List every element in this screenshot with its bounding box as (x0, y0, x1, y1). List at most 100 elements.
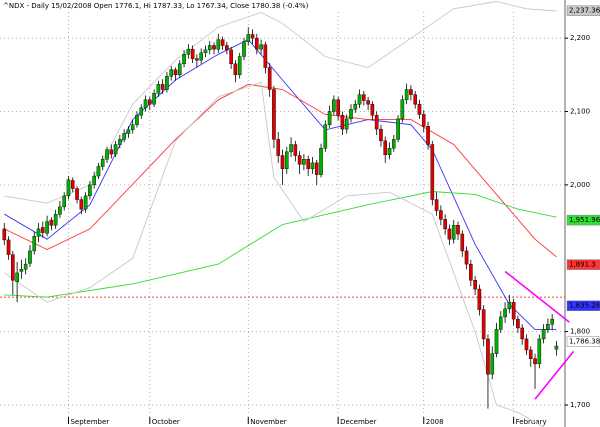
candle-body (190, 48, 195, 59)
candle-body (546, 324, 550, 330)
candle-body (92, 175, 96, 186)
candle-body (2, 228, 7, 241)
candle-body (327, 111, 332, 125)
candle-body (70, 180, 75, 189)
candle-body (212, 45, 216, 50)
candle-body (109, 149, 114, 155)
candle-body (36, 228, 41, 237)
candle-body (233, 63, 238, 76)
candle-body (503, 308, 507, 318)
y-tick-label: 2,200 (570, 34, 590, 42)
y-tick-label: 1,800 (570, 328, 590, 336)
candle-body (417, 103, 422, 115)
candle-body (524, 338, 529, 351)
candle-body (370, 103, 375, 116)
candle-body (520, 327, 524, 340)
candle-body (28, 250, 32, 264)
candle-body (366, 100, 370, 105)
candle-body (225, 45, 229, 51)
candle-body (477, 288, 482, 310)
candle-body (272, 89, 276, 140)
indicator-line (4, 39, 557, 330)
candle-body (387, 148, 392, 156)
candle-body (404, 89, 409, 100)
candle-body (430, 144, 435, 200)
candle-body (413, 94, 417, 105)
candle-body (336, 99, 340, 116)
candle-body (216, 39, 221, 50)
candle-body (383, 140, 388, 156)
candle-body (541, 329, 546, 340)
candle-body (58, 206, 62, 215)
candle-body (130, 124, 135, 131)
candle-body (353, 103, 358, 110)
candle-body (349, 109, 353, 120)
candle-body (182, 54, 186, 65)
candle-body (246, 34, 251, 43)
candle-body (319, 148, 323, 175)
candle-body (79, 199, 84, 210)
candle-body (409, 89, 413, 95)
candle-body (250, 34, 255, 39)
y-tick-label: 1,700 (570, 401, 590, 409)
candle-body (62, 195, 67, 208)
x-tick-label: November (250, 418, 287, 426)
candle-body (195, 58, 199, 61)
candle-body (66, 179, 71, 197)
value-box (566, 214, 600, 226)
candle-body (23, 263, 28, 270)
value-box-label: 2,237.36 (569, 7, 600, 15)
candle-body (451, 225, 456, 240)
candle-body (83, 195, 88, 210)
candle-body (96, 166, 101, 177)
candle-body (126, 129, 131, 134)
candle-body (554, 345, 559, 350)
candle-body (460, 233, 465, 252)
candle-body (237, 56, 242, 76)
candle-body (6, 239, 11, 255)
indicator-line (4, 81, 545, 427)
candle-body (11, 254, 15, 281)
candle-body (105, 149, 109, 160)
candle-body (374, 114, 379, 130)
candle-body (169, 69, 174, 77)
candle-body (340, 114, 345, 130)
candle-body (344, 118, 349, 130)
candle-body (323, 124, 328, 149)
candle-body (156, 84, 161, 94)
candle-body (152, 92, 156, 105)
value-box-label: 1,835.28 (569, 302, 600, 310)
candle-body (177, 63, 182, 76)
candle-body (490, 353, 495, 375)
candle-body (148, 99, 152, 105)
candle-body (220, 39, 225, 46)
candle-body (284, 151, 289, 169)
candle-body (481, 309, 486, 340)
candle-body (494, 329, 499, 354)
candle-body (75, 188, 79, 200)
candle-body (259, 44, 263, 50)
y-tick-label: 2,000 (570, 181, 590, 189)
candle-body (135, 114, 139, 125)
candle-body (528, 349, 533, 359)
candle-body (263, 44, 268, 68)
candle-body (516, 318, 520, 329)
candle-body (297, 155, 302, 165)
candle-body (306, 159, 310, 169)
candle-body (165, 76, 169, 90)
candle-body (310, 162, 315, 169)
candle-body (113, 144, 118, 155)
candle-body (88, 184, 92, 197)
candle-body (314, 162, 319, 175)
candle-body (550, 318, 554, 325)
x-tick-label: September (70, 418, 109, 426)
y-tick-label: 2,100 (570, 108, 590, 116)
candle-body (362, 94, 366, 101)
x-tick-label: 2008 (426, 418, 444, 426)
candle-body (456, 225, 460, 235)
candle-body (396, 118, 400, 140)
candle-body (434, 199, 439, 211)
candle-body (391, 139, 396, 149)
candle-body (302, 159, 306, 165)
indicator-line (4, 191, 557, 298)
